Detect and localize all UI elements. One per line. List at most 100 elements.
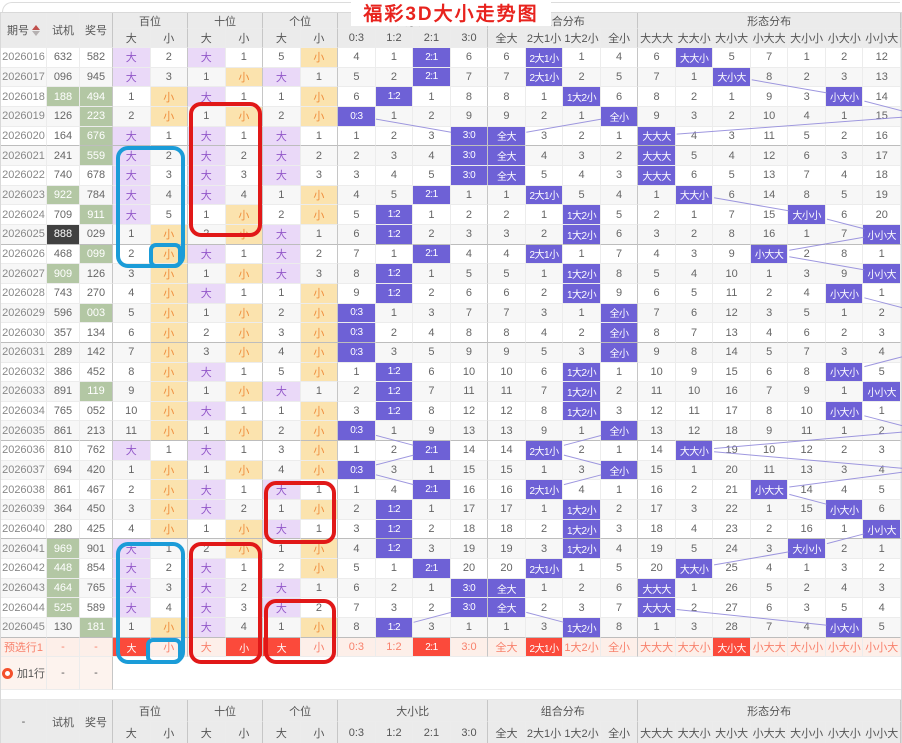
bai-big-cell: 8 [113, 362, 151, 383]
cell-shiji: 130 [47, 618, 80, 638]
preselect-bai-1[interactable]: 小 [150, 637, 189, 658]
preselect-xt-1[interactable]: 大大小 [675, 637, 714, 658]
ge-small-cell: 小 [300, 342, 339, 363]
shi-big-cell: 大 [188, 480, 226, 501]
zh-cell-3: 3 [600, 519, 639, 540]
table-row: 2026017 096 945 大 3 1 小大 1 5 2 2:1 7 7 2大1小 2 5 7 1 大小大 8 2 3… [1, 67, 901, 88]
table-row: 2026020 164 676 大 1 大 1 大 1 1 2 3 3:0 全大 3 2 1 大大大 4 3 11 5 2 1… [1, 126, 901, 147]
preselect-zh-2[interactable]: 1大2小 [563, 637, 601, 658]
xt-cell-3: 3 [750, 303, 789, 324]
zh-cell-0: 19 [488, 539, 526, 560]
preselect-xt-6[interactable]: 小小大 [863, 637, 901, 658]
ge-small-cell: 小 [300, 421, 339, 442]
zh-cell-1: 2大1小 [525, 48, 564, 68]
preselect-zh-1[interactable]: 2大1小 [525, 637, 564, 658]
dxb-cell-1: 1 [375, 303, 414, 324]
dxb-cell-0: 6 [338, 224, 376, 245]
dxb-cell-3: 16 [450, 480, 489, 501]
xt-cell-0: 大大大 [638, 165, 676, 186]
ge-big-cell: 3 [263, 441, 301, 461]
zh-cell-3: 全小 [600, 323, 639, 343]
dxb-cell-0: 2 [338, 382, 376, 402]
dxb-cell-1: 1:2 [375, 519, 414, 540]
sort-up-icon [32, 24, 40, 30]
sub-header-5-5: 小大小 [825, 29, 864, 48]
preselect-ge-1[interactable]: 小 [300, 637, 339, 658]
preselect-xt-3[interactable]: 小大大 [750, 637, 789, 658]
shi-big-cell: 1 [188, 519, 226, 540]
xt-cell-2: 28 [713, 618, 751, 638]
xt-cell-6: 4 [863, 598, 901, 619]
bai-big-cell: 大 [113, 205, 151, 225]
zh-cell-2: 2 [563, 323, 601, 343]
preselect-xt-0[interactable]: 大大大 [638, 637, 676, 658]
xt-cell-5: 小大小 [825, 283, 864, 304]
dxb-cell-0: 7 [338, 598, 376, 619]
preselect-shi-0[interactable]: 大 [188, 637, 226, 658]
dxb-cell-0: 1 [338, 480, 376, 501]
sub-header-4-1: 2大1小 [525, 29, 564, 48]
preselect-dxb-0[interactable]: 0:3 [338, 637, 376, 658]
preselect-dxb-1[interactable]: 1:2 [375, 637, 414, 658]
xt-cell-4: 8 [788, 185, 826, 206]
zh-cell-3: 全小 [600, 421, 639, 442]
preselect-dxb-3[interactable]: 3:0 [450, 637, 489, 658]
dxb-cell-1: 1:2 [375, 283, 414, 304]
xt-cell-2: 25 [713, 559, 751, 579]
dxb-cell-2: 3 [413, 539, 451, 560]
zh-cell-1: 3 [525, 303, 564, 324]
xt-cell-6: 18 [863, 165, 901, 186]
ge-small-cell: 1 [300, 224, 339, 245]
table-row: 2026043 464 765 大 3 大 2 大 1 6 2 1 3:0 全大 1 2 6 大大大 1 26 5 2 4 3 [1, 578, 901, 599]
bai-big-cell: 3 [113, 500, 151, 520]
column-header-period[interactable]: 期号 [1, 13, 47, 48]
bai-small-cell: 小 [150, 224, 189, 245]
xt-cell-4: 7 [788, 342, 826, 363]
sub-header-4-3: 全小 [600, 29, 639, 48]
cell-period: 2026039 [1, 500, 47, 520]
zh-cell-2: 1 [563, 106, 601, 127]
ge-big-cell: 1 [263, 283, 301, 304]
preselect-xt-4[interactable]: 大小小 [788, 637, 826, 658]
ge-small-cell: 小 [300, 441, 339, 461]
xt-cell-6: 5 [863, 480, 901, 501]
sort-icon[interactable] [32, 24, 40, 36]
zh-cell-3: 8 [600, 264, 639, 284]
cell-shiji: 289 [47, 342, 80, 363]
shi-small-cell: 小 [225, 106, 264, 127]
preselect-xt-5[interactable]: 小大小 [825, 637, 864, 658]
preselect-dxb-2[interactable]: 2:1 [413, 637, 451, 658]
shi-big-cell: 大 [188, 283, 226, 304]
sub-header-3-3: 3:0 [450, 722, 489, 743]
preselect-zh-0[interactable]: 全大 [488, 637, 526, 658]
xt-cell-6: 小小大 [863, 519, 901, 540]
ge-big-cell: 大 [263, 578, 301, 599]
xt-cell-6: 13 [863, 67, 901, 88]
zh-cell-3: 3 [600, 165, 639, 186]
shi-small-cell: 小 [225, 205, 264, 225]
dxb-cell-2: 5 [413, 342, 451, 363]
zh-cell-1: 5 [525, 165, 564, 186]
preselect-xt-2[interactable]: 大小大 [713, 637, 751, 658]
xt-cell-1: 8 [675, 342, 714, 363]
zh-cell-1: 1 [525, 500, 564, 520]
preselect-bai-0[interactable]: 大 [113, 637, 151, 658]
table-row: 2026028 743 270 4 小大 1 1 小 9 1:2 2 6 6 2 1大2小 9 6 5 11 2 4 小大… [1, 283, 901, 304]
dxb-cell-0: 2 [338, 146, 376, 166]
xt-cell-4: 8 [788, 362, 826, 383]
sub-header-5-6: 小小大 [863, 29, 901, 48]
sub-header-5-1: 大大小 [675, 29, 714, 48]
add-row-button[interactable]: 加1行 [1, 657, 47, 691]
ge-small-cell: 小 [300, 323, 339, 343]
xt-cell-3: 5 [750, 578, 789, 599]
preselect-zh-3[interactable]: 全小 [600, 637, 639, 658]
zh-cell-3: 5 [600, 205, 639, 225]
sub-header-5-1: 大大小 [675, 722, 714, 743]
dxb-cell-0: 6 [338, 87, 376, 107]
table-row: 2026034 765 052 10 小大 1 1 小 3 1:2 8 12 12 8 1大2小 3 12 11 1… [1, 401, 901, 422]
ge-big-cell: 大 [263, 480, 301, 501]
dxb-cell-3: 9 [450, 342, 489, 363]
preselect-shi-1[interactable]: 小 [225, 637, 264, 658]
preselect-ge-0[interactable]: 大 [263, 637, 301, 658]
dxb-cell-3: 3:0 [450, 126, 489, 147]
